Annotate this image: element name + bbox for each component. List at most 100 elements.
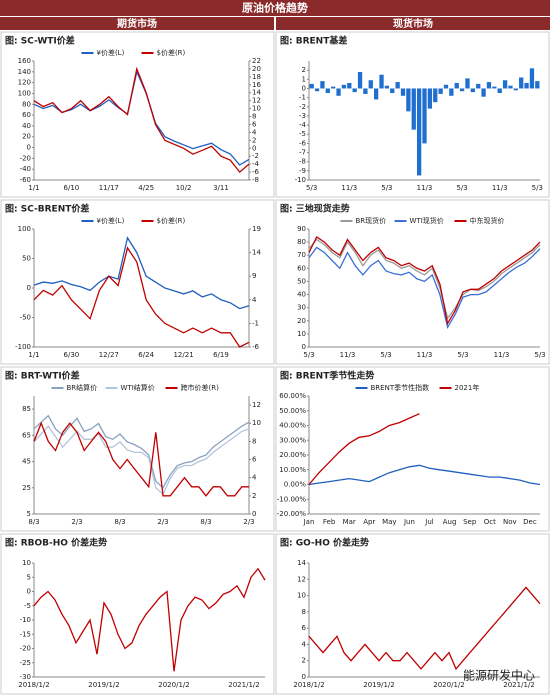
- y-tick-label: -20: [20, 154, 31, 162]
- x-tick-label: 8/3: [114, 518, 125, 526]
- y-tick-label: -10: [295, 176, 306, 184]
- bar: [309, 83, 314, 89]
- y-tick-label: 5: [27, 573, 31, 581]
- y-tick-label: 19: [252, 225, 261, 233]
- chart-title: 图: SC-WTI价差: [5, 35, 75, 47]
- y-tick-label: 50.00%: [279, 407, 306, 415]
- y-tick-label: 45: [22, 458, 31, 466]
- x-tick-label: 12/27: [99, 351, 119, 359]
- bar: [400, 88, 406, 96]
- y-tick-label: 65: [22, 431, 31, 439]
- series-line: [33, 425, 250, 496]
- x-tick-label: 11/17: [99, 184, 119, 192]
- y-tick-label: -25: [20, 659, 31, 667]
- y-tick-label: 80: [22, 100, 31, 108]
- bar: [438, 88, 443, 94]
- y-tick-label: -2: [252, 152, 259, 160]
- y-tick-label: 10: [297, 592, 306, 600]
- x-tick-label: Mar: [343, 518, 356, 526]
- bar: [492, 86, 497, 89]
- y-tick-label: -5: [299, 130, 306, 138]
- y-tick-label: 0: [302, 84, 306, 92]
- bar: [465, 78, 470, 89]
- y-tick-label: -5: [24, 602, 31, 610]
- x-tick-label: Apr: [363, 518, 375, 526]
- x-tick-label: 5/3: [534, 351, 545, 359]
- y-tick-label: 20.00%: [279, 451, 306, 459]
- x-tick-label: Nov: [503, 518, 517, 526]
- y-tick-label: 14: [252, 249, 261, 257]
- bar: [443, 84, 449, 89]
- y-tick-label: 16: [252, 81, 261, 89]
- panel-frame: [0, 31, 275, 198]
- y-tick-label: 4: [252, 296, 257, 304]
- y-tick-label: -2: [299, 103, 306, 111]
- x-tick-label: 6/19: [213, 351, 229, 359]
- y-tick-label: 10: [252, 105, 261, 113]
- chart-title: 图: RBOB-HO 价差走势: [5, 537, 107, 549]
- y-tick-label: -1: [299, 94, 306, 102]
- x-tick-label: 5/3: [456, 184, 467, 192]
- y-tick-label: 22: [252, 57, 261, 65]
- bar: [513, 88, 518, 91]
- bar: [433, 88, 438, 103]
- y-tick-label: 30.00%: [279, 436, 306, 444]
- legend-label: $价差(R): [157, 48, 186, 57]
- series-line: [33, 567, 266, 672]
- y-tick-label: 12: [252, 401, 261, 409]
- y-tick-label: 160: [18, 57, 31, 65]
- panel-frame: [275, 199, 550, 365]
- legend-label: 中东现货价: [470, 216, 505, 225]
- x-tick-label: 11/3: [492, 184, 508, 192]
- y-tick-label: -50: [20, 314, 31, 322]
- bar: [486, 82, 492, 89]
- subheader-bar: [276, 17, 550, 30]
- chart-title: 图: BRT-WTI价差: [5, 370, 80, 382]
- chart-title: 图: SC-BRENT价差: [5, 203, 89, 215]
- x-tick-label: 6/30: [64, 351, 80, 359]
- y-tick-label: -6: [299, 139, 307, 147]
- y-tick-label: -4: [299, 121, 307, 129]
- series-line: [33, 66, 250, 174]
- x-tick-label: Aug: [443, 518, 457, 526]
- bar: [454, 82, 459, 89]
- y-tick-label: 50: [297, 277, 306, 285]
- x-tick-label: 2019/1/2: [88, 681, 119, 689]
- series-line: [33, 246, 250, 348]
- legend-label: WTI现货价: [410, 216, 444, 225]
- x-tick-label: 2021/1/2: [503, 681, 534, 689]
- panel-frame: [275, 366, 550, 532]
- y-tick-label: 4: [302, 640, 307, 648]
- bar: [368, 80, 373, 89]
- y-tick-label: 10: [252, 419, 261, 427]
- x-tick-label: Oct: [484, 518, 496, 526]
- section-title: 现货市场: [393, 17, 433, 30]
- y-tick-label: 120: [18, 79, 31, 87]
- y-tick-label: 0: [252, 510, 256, 518]
- bar: [427, 88, 433, 109]
- x-tick-label: 2021/1/2: [228, 681, 259, 689]
- y-tick-label: 10: [22, 559, 31, 567]
- chart-title: 图: BRENT季节性走势: [280, 370, 374, 382]
- y-tick-label: 40.00%: [279, 422, 306, 430]
- chart-title: 图: GO-HO 价差走势: [280, 537, 369, 549]
- x-tick-label: 11/3: [417, 184, 433, 192]
- header-bar: [0, 0, 550, 16]
- bar: [357, 71, 363, 89]
- bar: [470, 88, 475, 93]
- page-title: 原油价格趋势: [242, 1, 308, 15]
- y-tick-label: 100: [18, 225, 31, 233]
- series-line: [33, 421, 249, 497]
- y-tick-label: 10: [297, 330, 306, 338]
- bar: [320, 81, 325, 89]
- bar: [395, 82, 400, 89]
- x-tick-label: 11/3: [341, 184, 357, 192]
- bar: [331, 86, 336, 89]
- bar: [379, 74, 384, 89]
- y-tick-label: -6: [252, 168, 260, 176]
- y-tick-label: -10: [20, 616, 31, 624]
- chart-title: 图: 三地现货走势: [280, 203, 350, 215]
- series-line: [308, 413, 420, 485]
- panel-frame: [0, 199, 275, 365]
- x-tick-label: Feb: [323, 518, 336, 526]
